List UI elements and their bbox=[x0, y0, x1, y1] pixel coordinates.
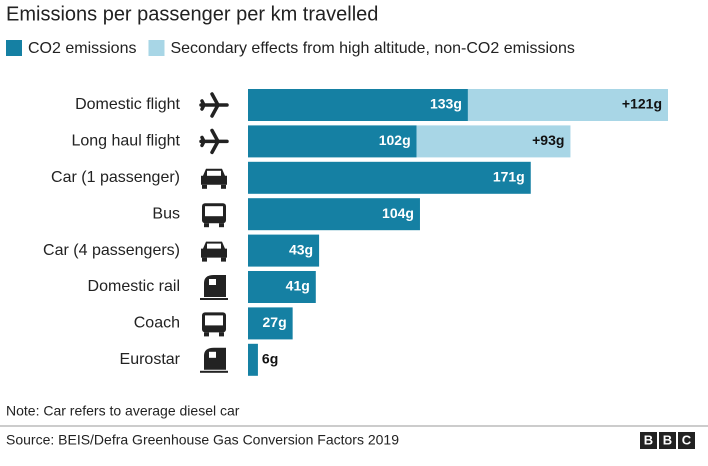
category-label: Coach bbox=[134, 315, 180, 332]
value-label: 102g bbox=[379, 132, 411, 148]
legend-label: CO2 emissions bbox=[28, 40, 136, 57]
value-label: 133g bbox=[430, 96, 462, 112]
logo-letter: B bbox=[644, 432, 653, 447]
legend-swatch bbox=[6, 40, 22, 56]
icon bbox=[200, 347, 228, 373]
bar bbox=[248, 125, 417, 158]
note: Note: Car refers to average diesel car bbox=[6, 403, 240, 419]
category-label: Domestic rail bbox=[88, 278, 180, 295]
category-label: Eurostar bbox=[120, 351, 181, 368]
value-label: 43g bbox=[289, 241, 313, 257]
logo-letter: B bbox=[663, 432, 672, 447]
category-label: Car (4 passengers) bbox=[43, 242, 180, 259]
icon bbox=[201, 241, 227, 262]
icon bbox=[199, 128, 229, 155]
bar bbox=[416, 125, 571, 158]
bar bbox=[248, 89, 468, 121]
bar bbox=[248, 343, 258, 376]
logo: B B C bbox=[640, 432, 695, 449]
legend-swatch bbox=[148, 40, 165, 56]
value-label: 171g bbox=[493, 169, 525, 185]
legend: CO2 emissions Secondary effects from high… bbox=[6, 40, 575, 57]
bar bbox=[248, 198, 420, 231]
legend-label: Secondary effects from high altitude, no… bbox=[170, 40, 574, 57]
bar bbox=[248, 307, 293, 340]
bar bbox=[248, 234, 320, 267]
icon bbox=[202, 203, 226, 228]
value-label: 104g bbox=[382, 205, 414, 221]
value-label: 27g bbox=[263, 314, 287, 330]
icon bbox=[199, 92, 229, 118]
value-label: 41g bbox=[286, 278, 310, 294]
category-label: Bus bbox=[152, 205, 180, 222]
bar bbox=[248, 271, 316, 303]
logo-letter: C bbox=[682, 432, 692, 447]
chart-title: Emissions per passenger per km travelled bbox=[6, 3, 378, 25]
category-label: Long haul flight bbox=[71, 133, 180, 150]
value-label: +93g bbox=[532, 132, 564, 148]
bar bbox=[248, 161, 531, 194]
value-label: 6g bbox=[262, 351, 278, 367]
icon bbox=[201, 168, 227, 189]
source: Source: BEIS/Defra Greenhouse Gas Conver… bbox=[6, 432, 399, 448]
category-label: Domestic flight bbox=[75, 96, 180, 113]
category-label: Car (1 passenger) bbox=[51, 169, 180, 186]
bar bbox=[467, 89, 668, 121]
icon bbox=[200, 275, 228, 300]
plot: Domestic flight 133g +121g Long haul flight… bbox=[43, 89, 668, 376]
value-label: +121g bbox=[622, 96, 662, 112]
icon bbox=[202, 312, 226, 337]
